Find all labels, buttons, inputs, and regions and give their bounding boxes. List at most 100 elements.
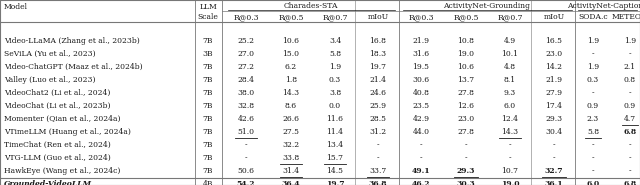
Text: 0.3: 0.3 xyxy=(587,76,599,84)
Text: 38.0: 38.0 xyxy=(237,89,255,97)
Text: 2.3: 2.3 xyxy=(587,115,599,123)
Text: 7B: 7B xyxy=(203,76,213,84)
Text: 28.4: 28.4 xyxy=(237,76,255,84)
Text: 7B: 7B xyxy=(203,115,213,123)
Text: 10.8: 10.8 xyxy=(458,37,474,45)
Text: 19.5: 19.5 xyxy=(413,63,429,71)
Text: 8.6: 8.6 xyxy=(285,102,297,110)
Text: -: - xyxy=(592,89,595,97)
Text: 29.3: 29.3 xyxy=(457,167,476,175)
Text: Scale: Scale xyxy=(198,13,218,21)
Text: 1.8: 1.8 xyxy=(285,76,297,84)
Text: Valley (Luo et al., 2023): Valley (Luo et al., 2023) xyxy=(4,76,95,84)
Text: SeViLA (Yu et al., 2023): SeViLA (Yu et al., 2023) xyxy=(4,50,95,58)
Text: VideoChat (Li et al., 2023b): VideoChat (Li et al., 2023b) xyxy=(4,102,111,110)
Text: ActivityNet-Captions: ActivityNet-Captions xyxy=(568,3,640,11)
Text: VTG-LLM (Guo et al., 2024): VTG-LLM (Guo et al., 2024) xyxy=(4,154,111,162)
Text: mIoU: mIoU xyxy=(543,13,564,21)
Text: 23.0: 23.0 xyxy=(545,50,563,58)
Text: 27.9: 27.9 xyxy=(545,89,563,97)
Text: 40.8: 40.8 xyxy=(413,89,429,97)
Text: 30.3: 30.3 xyxy=(456,180,476,185)
Text: 19.7: 19.7 xyxy=(369,63,387,71)
Text: METEOR: METEOR xyxy=(612,13,640,21)
Text: -: - xyxy=(592,167,595,175)
Text: 7B: 7B xyxy=(203,128,213,136)
Text: 12.6: 12.6 xyxy=(458,102,474,110)
Text: 54.2: 54.2 xyxy=(237,180,255,185)
Text: -: - xyxy=(244,141,247,149)
Text: 0.3: 0.3 xyxy=(329,76,341,84)
Text: 27.0: 27.0 xyxy=(237,50,255,58)
Text: VTimeLLM (Huang et al., 2024a): VTimeLLM (Huang et al., 2024a) xyxy=(4,128,131,136)
Text: Momenter (Qian et al., 2024a): Momenter (Qian et al., 2024a) xyxy=(4,115,120,123)
Text: 49.1: 49.1 xyxy=(412,167,430,175)
Text: 32.8: 32.8 xyxy=(237,102,255,110)
Text: -: - xyxy=(628,154,631,162)
Text: 28.5: 28.5 xyxy=(369,115,387,123)
Text: 26.6: 26.6 xyxy=(282,115,300,123)
Text: 14.3: 14.3 xyxy=(501,128,518,136)
Text: 31.6: 31.6 xyxy=(412,50,429,58)
Text: 1.9: 1.9 xyxy=(329,63,341,71)
Text: 3.4: 3.4 xyxy=(329,37,341,45)
Text: 4.7: 4.7 xyxy=(624,115,636,123)
Text: 19.0: 19.0 xyxy=(458,50,474,58)
Text: 4.9: 4.9 xyxy=(504,37,516,45)
Text: 10.1: 10.1 xyxy=(502,50,518,58)
Text: 19.7: 19.7 xyxy=(326,180,344,185)
Text: Charades-STA: Charades-STA xyxy=(284,3,338,11)
Text: R@0.5: R@0.5 xyxy=(453,13,479,21)
Text: Video-ChatGPT (Maaz et al., 2024b): Video-ChatGPT (Maaz et al., 2024b) xyxy=(4,63,143,71)
Text: 18.3: 18.3 xyxy=(369,50,387,58)
Text: 8.1: 8.1 xyxy=(504,76,516,84)
Text: -: - xyxy=(592,154,595,162)
Text: R@0.7: R@0.7 xyxy=(323,13,348,21)
Text: 32.7: 32.7 xyxy=(545,167,563,175)
Text: 3.8: 3.8 xyxy=(329,89,341,97)
Text: 30.6: 30.6 xyxy=(412,76,429,84)
Text: -: - xyxy=(244,154,247,162)
Text: 1.9: 1.9 xyxy=(587,37,599,45)
Text: Model: Model xyxy=(4,3,28,11)
Text: 44.0: 44.0 xyxy=(413,128,429,136)
Text: 14.5: 14.5 xyxy=(326,167,344,175)
Text: 7B: 7B xyxy=(203,37,213,45)
Text: 0.8: 0.8 xyxy=(624,76,636,84)
Text: TimeChat (Ren et al., 2024): TimeChat (Ren et al., 2024) xyxy=(4,141,111,149)
Text: 1.9: 1.9 xyxy=(587,63,599,71)
Text: 6.8: 6.8 xyxy=(623,128,637,136)
Text: 24.6: 24.6 xyxy=(369,89,387,97)
Text: -: - xyxy=(592,141,595,149)
Text: -: - xyxy=(377,141,380,149)
Text: 10.7: 10.7 xyxy=(502,167,518,175)
Text: 2.1: 2.1 xyxy=(624,63,636,71)
Text: SODA.c: SODA.c xyxy=(578,13,608,21)
Text: 23.0: 23.0 xyxy=(458,115,475,123)
Text: -: - xyxy=(628,89,631,97)
Text: 0.9: 0.9 xyxy=(587,102,599,110)
Text: ActivityNet-Grounding: ActivityNet-Grounding xyxy=(444,3,531,11)
Text: -: - xyxy=(509,141,511,149)
Text: mIoU: mIoU xyxy=(367,13,388,21)
Text: HawkEye (Wang et al., 2024c): HawkEye (Wang et al., 2024c) xyxy=(4,167,120,175)
Text: 32.2: 32.2 xyxy=(282,141,300,149)
Text: 16.8: 16.8 xyxy=(369,37,387,45)
Text: 7B: 7B xyxy=(203,167,213,175)
Text: 7B: 7B xyxy=(203,89,213,97)
Text: -: - xyxy=(465,141,467,149)
Text: -: - xyxy=(420,154,422,162)
Text: 10.6: 10.6 xyxy=(458,63,474,71)
Text: -: - xyxy=(553,154,556,162)
Text: R@0.3: R@0.3 xyxy=(233,13,259,21)
Text: 31.2: 31.2 xyxy=(369,128,387,136)
Text: 21.9: 21.9 xyxy=(545,76,563,84)
Text: 5.8: 5.8 xyxy=(587,128,599,136)
Text: 7B: 7B xyxy=(203,63,213,71)
Text: 33.7: 33.7 xyxy=(369,167,387,175)
Text: 15.0: 15.0 xyxy=(282,50,300,58)
Text: 13.7: 13.7 xyxy=(458,76,475,84)
Text: 42.9: 42.9 xyxy=(413,115,429,123)
Text: R@0.3: R@0.3 xyxy=(408,13,434,21)
Text: 10.6: 10.6 xyxy=(282,37,300,45)
